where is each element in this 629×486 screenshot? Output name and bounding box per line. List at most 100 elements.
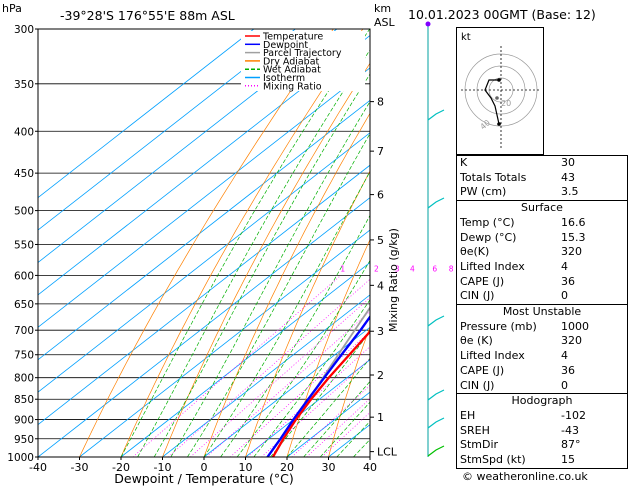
mixing-ratio-label: 3 <box>395 264 400 273</box>
pressure-tick-label: 450 <box>14 168 34 180</box>
wet-adiabat-line <box>120 29 370 457</box>
index-row: PW (cm) 3.5 <box>457 185 627 200</box>
mixing-ratio-line <box>229 331 370 457</box>
temperature-tick-label: 0 <box>201 461 208 474</box>
location-title: -39°28'S 176°55'E 88m ASL <box>60 8 235 23</box>
most-unstable-row: CAPE (J) 36 <box>457 364 627 379</box>
wind-barb <box>427 197 445 209</box>
asl-label: ASL <box>374 16 396 29</box>
dry-adiabat-line <box>328 325 370 457</box>
pressure-tick-label: 500 <box>14 206 34 218</box>
height-tick-label: 2 <box>377 369 384 382</box>
index-row: K 30 <box>457 156 627 171</box>
pressure-tick-label: 1000 <box>7 452 34 464</box>
km-label: km <box>374 2 391 15</box>
profile-lines <box>266 306 370 457</box>
index-value: 43 <box>561 170 575 184</box>
hodograph-point <box>497 122 501 126</box>
most-unstable-row: Pressure (mb) 1000 <box>457 320 627 335</box>
most-unstable-label: CAPE (J) <box>460 363 505 377</box>
hodograph-stat-value: 87° <box>561 438 581 452</box>
copyright: © weatheronline.co.uk <box>462 470 588 483</box>
hodograph-stat-label: EH <box>460 408 476 422</box>
wet-adiabat-line <box>137 49 370 457</box>
isotherm-line <box>120 261 370 457</box>
wet-adiabat-line <box>253 299 370 457</box>
pressure-tick-label: 350 <box>14 79 34 91</box>
dewpoint-line-top <box>266 315 370 457</box>
dry-adiabat-line <box>120 29 364 457</box>
pressure-tick-label: 950 <box>14 434 34 446</box>
surface-row: CIN (J) 0 <box>457 289 627 304</box>
isotherm-line <box>38 132 370 393</box>
surface-label: CIN (J) <box>460 289 495 303</box>
hodograph-trace <box>484 79 500 125</box>
isotherm-line <box>38 29 296 231</box>
hodograph-ring-label: 20 <box>501 99 511 108</box>
wet-adiabat-line <box>270 331 370 457</box>
mixing-ratio-line <box>321 411 370 457</box>
wind-barb <box>427 109 445 121</box>
hpa-label: hPa <box>2 2 22 15</box>
hodograph-stat-value: -102 <box>561 408 586 422</box>
temperature-tick-label: -20 <box>112 461 130 474</box>
wind-top-marker <box>425 21 431 27</box>
index-value: 30 <box>561 156 575 169</box>
wind-barb <box>427 315 445 327</box>
wind-profile <box>425 21 445 457</box>
most-unstable-label: Lifted Index <box>460 349 525 363</box>
height-axis: 8 7 6 5 4 3 2 1 LCL <box>370 96 398 459</box>
temperature-tick-label: 40 <box>363 461 377 474</box>
hodograph-panel: kt 20 40 <box>456 27 544 155</box>
surface-value: 15.3 <box>561 230 586 244</box>
hodograph-kt-label: kt <box>461 32 471 43</box>
mixing-ratio-axis-title: Mixing Ratio (g/kg) <box>387 228 400 332</box>
hodograph-stat-row: StmSpd (kt) 15 <box>457 453 627 468</box>
surface-value: 0 <box>561 289 568 303</box>
temperature-axis: -40 -30 -20 -10 0 10 20 30 40 <box>29 457 377 474</box>
datetime-title: 10.01.2023 00GMT (Base: 12) <box>408 7 596 22</box>
hodograph-stat-value: 15 <box>561 453 575 467</box>
pressure-axis: 300 350 400 450 500 550 600 650 700 750 800 850 900 9… <box>7 24 38 464</box>
most-unstable-row: CIN (J) 0 <box>457 379 627 394</box>
isotherm-line <box>38 29 338 263</box>
legend-label: Isotherm <box>263 73 305 84</box>
isotherm-line <box>38 197 370 457</box>
dry-adiabat-line <box>245 170 370 457</box>
wind-barb <box>427 389 445 401</box>
hodograph-ring-label: 40 <box>479 118 493 131</box>
pressure-tick-label: 800 <box>14 373 34 385</box>
surface-label: Dewp (°C) <box>460 230 517 244</box>
pressure-tick-label: 750 <box>14 350 34 362</box>
mixing-ratio-line <box>190 297 370 457</box>
surface-value: 4 <box>561 259 568 273</box>
hodograph-point <box>497 78 501 82</box>
most-unstable-value: 320 <box>561 334 582 348</box>
pressure-tick-label: 850 <box>14 394 34 406</box>
hodograph-stat-row: EH -102 <box>457 409 627 424</box>
x-axis-title: Dewpoint / Temperature (°C) <box>114 471 293 486</box>
surface-row: Lifted Index 4 <box>457 260 627 275</box>
pressure-tick-label: 650 <box>14 299 34 311</box>
height-tick-label: LCL <box>377 446 398 459</box>
surface-row: Dewp (°C) 15.3 <box>457 231 627 246</box>
temperature-tick-label: -30 <box>71 461 89 474</box>
dry-adiabat-line <box>162 62 370 457</box>
height-tick-label: 7 <box>377 145 384 158</box>
most-unstable-value: 0 <box>561 378 568 392</box>
hodograph-svg: kt 20 40 <box>461 32 541 150</box>
mixing-ratio-label: 4 <box>410 264 415 273</box>
height-tick-label: 8 <box>377 96 384 109</box>
isotherm-line <box>162 294 370 457</box>
hodograph-stat-row: SREH -43 <box>457 424 627 439</box>
pressure-tick-label: 300 <box>14 24 34 36</box>
pressure-tick-label: 600 <box>14 270 34 282</box>
temperature-tick-label: 20 <box>280 461 294 474</box>
height-tick-label: 6 <box>377 189 384 202</box>
hodograph-storm-motion <box>495 96 499 100</box>
wet-adiabat-line <box>153 73 370 457</box>
legend-label: Dewpoint <box>263 40 308 51</box>
hodograph-stat-label: SREH <box>460 423 490 437</box>
isotherm-line <box>38 67 370 328</box>
